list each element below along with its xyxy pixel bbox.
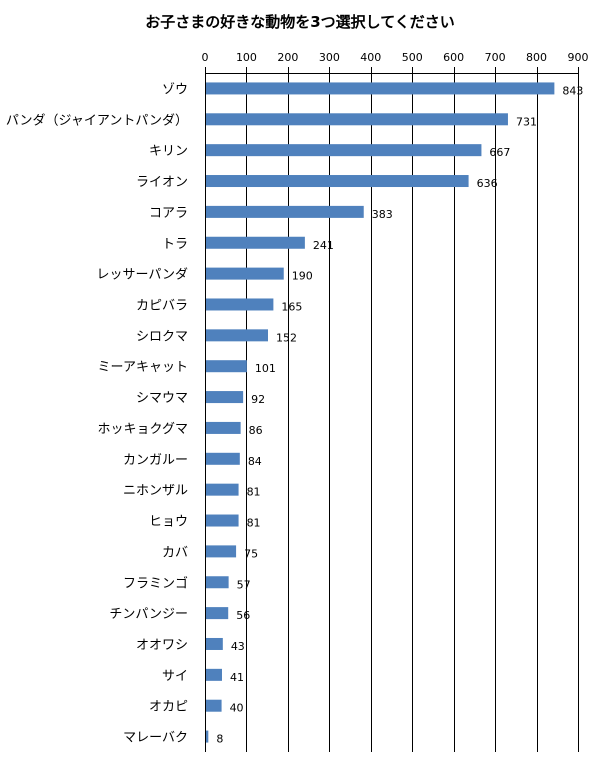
data-label: 84 (248, 455, 262, 468)
data-label: 636 (477, 177, 498, 190)
category-label: オカピ (149, 700, 188, 715)
data-label: 241 (313, 239, 334, 252)
category-label: オオワシ (136, 638, 188, 653)
category-label: ライオン (136, 175, 188, 190)
category-label: カンガルー (123, 453, 188, 468)
data-label: 843 (562, 84, 583, 97)
category-label: カバ (162, 545, 188, 560)
data-label: 101 (255, 362, 276, 375)
category-label: ニホンザル (123, 484, 188, 499)
category-label: パンダ（ジャイアントパンダ） (6, 113, 188, 128)
x-tick-label: 800 (526, 51, 547, 64)
x-tick-label: 400 (360, 51, 381, 64)
bar (206, 113, 508, 126)
bar (206, 637, 223, 650)
category-label: シロクマ (136, 329, 188, 344)
bar (206, 514, 239, 527)
x-tick-label: 300 (319, 51, 340, 64)
bar (206, 699, 222, 712)
bar (206, 175, 469, 188)
bar (206, 545, 237, 558)
category-label: ミーアキャット (98, 360, 188, 375)
bar (206, 298, 274, 311)
bar (206, 576, 229, 589)
data-label: 667 (489, 146, 510, 159)
data-label: 41 (230, 671, 244, 684)
bar (206, 391, 244, 404)
bar (206, 421, 241, 434)
data-label: 86 (249, 424, 263, 437)
x-tick-label: 700 (485, 51, 506, 64)
category-label: トラ (162, 237, 188, 252)
data-label: 40 (230, 702, 244, 715)
data-label: 383 (372, 208, 393, 221)
category-label: チンパンジー (109, 607, 188, 622)
bar (206, 236, 305, 249)
data-label: 731 (516, 115, 537, 128)
bar (206, 144, 482, 157)
bar (206, 668, 222, 681)
bar (206, 267, 284, 280)
bar (206, 607, 229, 620)
data-label: 190 (292, 270, 313, 283)
value-labels: 8437316676363832411901651521019286848181… (216, 84, 583, 745)
data-label: 152 (276, 331, 297, 344)
category-label: コアラ (149, 206, 188, 221)
x-tick-label: 900 (568, 51, 589, 64)
x-axis-ticks: 0 100 200 300 400 500 600 700 800 900 (202, 51, 589, 64)
bar (206, 730, 209, 743)
category-label: ホッキョクグマ (98, 422, 188, 437)
x-tick-label: 600 (443, 51, 464, 64)
chart-title: お子さまの好きな動物を3つ選択してください (145, 13, 455, 31)
category-label: ゾウ (162, 82, 188, 97)
bar (206, 329, 268, 342)
data-label: 57 (237, 578, 251, 591)
gridlines (205, 67, 579, 752)
data-label: 92 (251, 393, 265, 406)
data-label: 165 (281, 300, 302, 313)
category-label: マレーバク (123, 731, 188, 746)
data-label: 81 (247, 486, 261, 499)
bar (206, 483, 239, 496)
bar (206, 82, 555, 95)
data-label: 81 (247, 517, 261, 530)
bar (206, 205, 364, 218)
bar (206, 452, 240, 465)
category-label: レッサーパンダ (96, 268, 188, 283)
x-tick-label: 100 (236, 51, 257, 64)
data-label: 75 (244, 547, 258, 560)
data-label: 43 (231, 640, 245, 653)
category-label: シマウマ (136, 391, 188, 406)
category-label: フラミンゴ (123, 575, 188, 591)
bar (206, 360, 247, 373)
category-label: カピバラ (136, 298, 188, 313)
data-label: 8 (216, 733, 223, 746)
category-label: ヒョウ (149, 515, 188, 530)
data-label: 56 (236, 609, 250, 622)
category-label: サイ (162, 669, 188, 684)
x-tick-label: 500 (402, 51, 423, 64)
x-tick-label: 0 (202, 51, 209, 64)
category-label: キリン (149, 144, 188, 159)
bars (206, 82, 555, 743)
x-tick-label: 200 (277, 51, 298, 64)
